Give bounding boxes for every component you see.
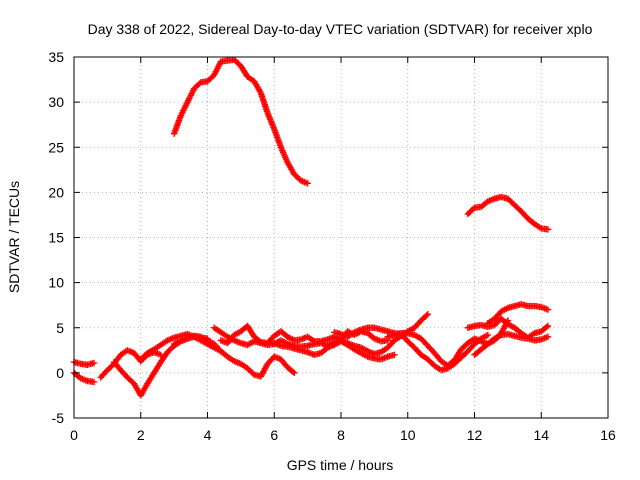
x-tick-label: 14 bbox=[533, 427, 549, 443]
y-tick-label: 5 bbox=[56, 320, 64, 336]
x-tick-label: 2 bbox=[137, 427, 145, 443]
y-tick-label: 0 bbox=[56, 365, 64, 381]
axis-ticks: 0 2 4 6 8 10 12 14 16 -5 0 5 10 15 20 25 30 35 bbox=[48, 49, 616, 443]
y-tick-label: 35 bbox=[48, 49, 64, 65]
chart-title: Day 338 of 2022, Sidereal Day-to-day VTE… bbox=[88, 21, 593, 37]
data-point bbox=[484, 331, 492, 339]
y-tick-label: 25 bbox=[48, 139, 64, 155]
data-point bbox=[544, 226, 552, 233]
data-point bbox=[544, 306, 552, 313]
y-tick-label: 15 bbox=[48, 230, 64, 246]
data-point bbox=[90, 359, 98, 367]
x-tick-label: 0 bbox=[70, 427, 78, 443]
data-point bbox=[544, 322, 552, 330]
y-tick-label: 20 bbox=[48, 184, 64, 200]
series-arc-low-11 bbox=[384, 317, 512, 369]
data-point bbox=[424, 311, 431, 318]
x-tick-label: 8 bbox=[337, 427, 345, 443]
x-tick-label: 10 bbox=[400, 427, 416, 443]
data-point bbox=[90, 378, 98, 386]
x-tick-label: 16 bbox=[600, 427, 616, 443]
series-arc-low-9 bbox=[271, 338, 398, 363]
series-arc-low-6 bbox=[170, 332, 298, 380]
data-point bbox=[291, 369, 298, 377]
data-point bbox=[304, 180, 311, 187]
series-arc-high-1 bbox=[170, 56, 311, 187]
series-arc-low-5 bbox=[137, 330, 225, 363]
data-point bbox=[391, 351, 398, 359]
data-point bbox=[544, 333, 552, 340]
x-tick-label: 4 bbox=[204, 427, 212, 443]
series-arc-low-10 bbox=[331, 324, 492, 374]
y-tick-label: 30 bbox=[48, 94, 64, 110]
data-point bbox=[423, 312, 430, 319]
data-point bbox=[289, 368, 297, 375]
series-arc-low-2 bbox=[70, 369, 98, 386]
data-point bbox=[256, 337, 263, 345]
series-arc-low-13 bbox=[484, 301, 552, 327]
x-tick-label: 6 bbox=[270, 427, 278, 443]
data-point bbox=[543, 323, 550, 331]
grid-lines bbox=[74, 57, 608, 418]
x-tick-label: 12 bbox=[467, 427, 483, 443]
series-arc-high-2 bbox=[464, 193, 552, 233]
data-points bbox=[70, 56, 552, 399]
y-axis-label: SDTVAR / TECUs bbox=[6, 181, 22, 293]
y-tick-label: -5 bbox=[52, 410, 65, 426]
series-arc-low-14 bbox=[471, 330, 552, 359]
y-tick-label: 10 bbox=[48, 275, 64, 291]
x-axis-label: GPS time / hours bbox=[287, 457, 394, 473]
series-arc-low-1 bbox=[70, 358, 98, 368]
